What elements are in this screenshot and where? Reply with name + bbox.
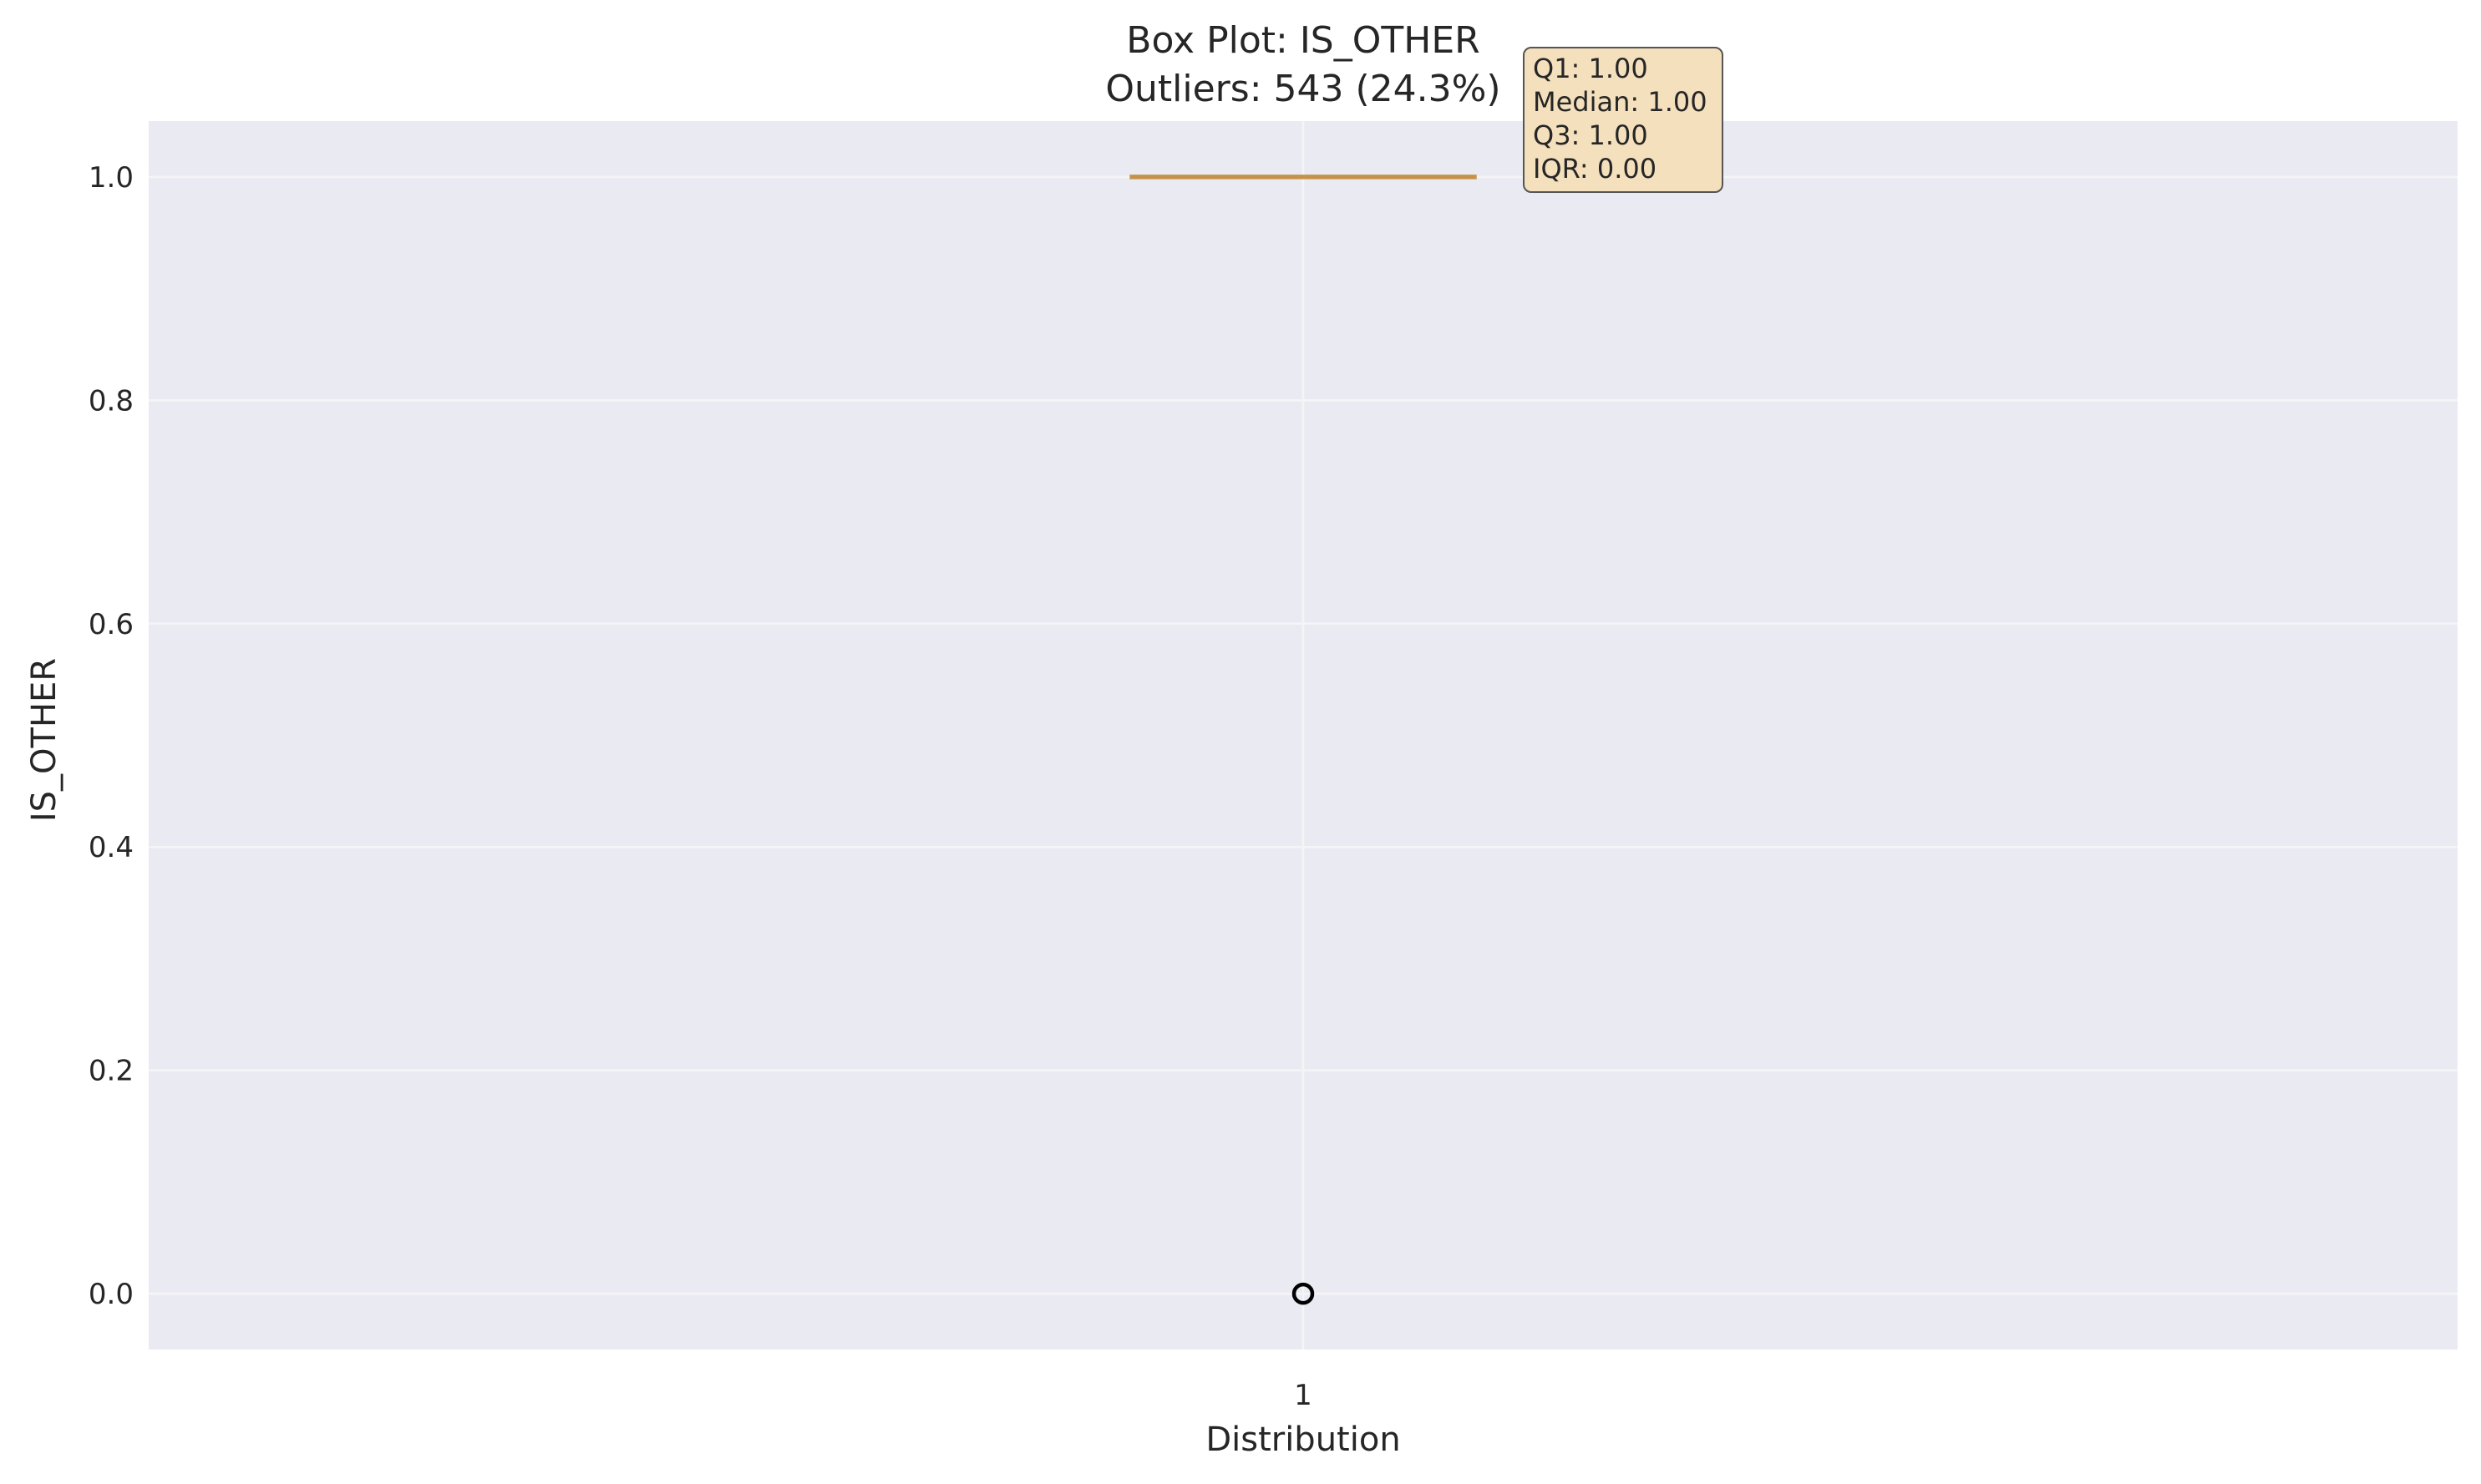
outlier-point (1291, 1282, 1315, 1305)
y-tick-label: 0.2 (89, 1055, 134, 1088)
stats-median: Median: 1.00 (1533, 86, 1707, 118)
stats-annotation-background (1523, 47, 1723, 193)
stats-q1: Q1: 1.00 (1533, 53, 1648, 84)
y-tick-label: 0.0 (89, 1278, 134, 1311)
x-tick-label: 1 (1294, 1379, 1312, 1412)
y-tick-label: 1.0 (89, 161, 134, 195)
y-tick-label: 0.4 (89, 831, 134, 864)
box-element (1129, 175, 1477, 180)
x-tick-labels: 1 (1294, 1379, 1312, 1412)
chart-title: Box Plot: IS_OTHER (1126, 19, 1479, 62)
y-tick-label: 0.8 (89, 384, 134, 418)
x-axis-label: Distribution (1205, 1421, 1400, 1459)
outlier-points (1291, 1282, 1315, 1305)
y-tick-label: 0.6 (89, 608, 134, 641)
stats-annotation: Q1: 1.00 Median: 1.00 Q3: 1.00 IQR: 0.00 (1523, 47, 1723, 193)
stats-q3: Q3: 1.00 (1533, 119, 1648, 151)
y-tick-labels: 0.0 0.2 0.4 0.6 0.8 1.0 (89, 161, 134, 1311)
y-axis-label: IS_OTHER (25, 658, 63, 822)
chart-subtitle: Outliers: 543 (24.3%) (1105, 68, 1500, 110)
stats-iqr: IQR: 0.00 (1533, 153, 1657, 185)
